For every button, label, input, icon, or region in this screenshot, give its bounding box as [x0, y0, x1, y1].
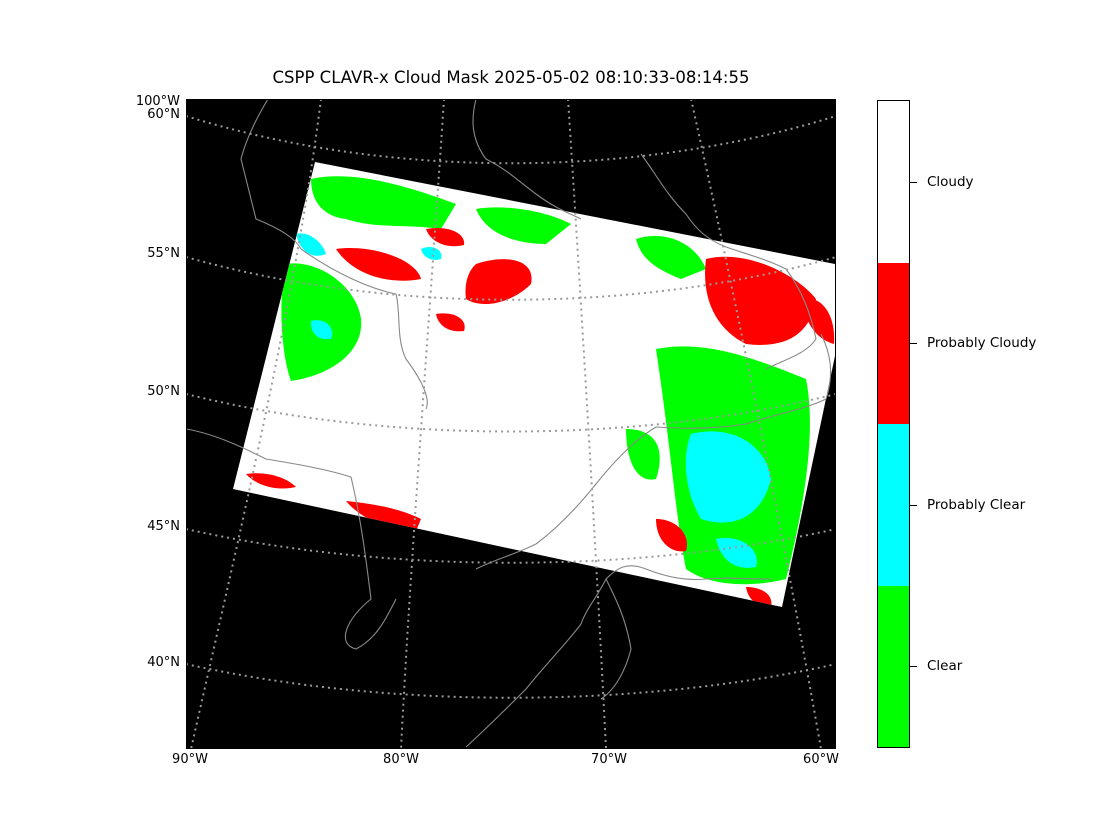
colorbar-tick — [910, 182, 917, 183]
lon-label-60w: 60°W — [803, 752, 839, 767]
lat-label-60: 60°N — [147, 107, 180, 122]
colorbar-segment-cloudy — [878, 101, 909, 263]
colorbar-label-probably-clear: Probably Clear — [927, 497, 1026, 513]
colorbar-label-clear: Clear — [927, 658, 963, 674]
probably-clear-region — [296, 233, 326, 256]
corner-lon-label: 100°W — [135, 94, 180, 109]
clear-region — [311, 176, 456, 229]
probably-cloudy-region — [436, 313, 465, 332]
colorbar-segment-clear — [878, 585, 909, 747]
graticule — [186, 99, 836, 749]
lat-label-50: 50°N — [147, 384, 180, 399]
probably-cloudy-region — [465, 259, 532, 304]
lat-label-45: 45°N — [147, 519, 180, 534]
lat-label-40: 40°N — [147, 655, 180, 670]
colorbar-legend — [877, 100, 910, 748]
probably-cloudy-region — [346, 501, 421, 531]
probably-clear-region — [716, 538, 757, 568]
cloud-mask-map — [186, 99, 836, 749]
colorbar-tick — [910, 666, 917, 667]
colorbar-tick — [910, 343, 917, 344]
colorbar-segment-probably-cloudy — [878, 262, 909, 424]
probably-clear-region — [685, 431, 771, 523]
clear-region — [626, 429, 660, 480]
probably-cloudy-region — [705, 256, 816, 345]
colorbar-label-cloudy: Cloudy — [927, 174, 974, 190]
lon-label-70w: 70°W — [591, 752, 627, 767]
probably-cloudy-region — [246, 473, 296, 489]
probably-clear-region — [421, 247, 442, 260]
lon-label-80w: 80°W — [383, 752, 419, 767]
colorbar-label-probably-cloudy: Probably Cloudy — [927, 335, 1037, 351]
probably-cloudy-region — [336, 248, 421, 281]
lon-label-90w: 90°W — [172, 752, 208, 767]
probably-cloudy-region — [746, 587, 772, 607]
clear-region — [476, 207, 571, 244]
probably-cloudy-region — [656, 519, 687, 552]
coastlines — [186, 99, 832, 748]
probably-cloudy-region — [801, 298, 835, 344]
colorbar-tick — [910, 505, 917, 506]
map-title: CSPP CLAVR-x Cloud Mask 2025-05-02 08:10… — [272, 68, 750, 87]
colorbar-segment-probably-clear — [878, 424, 909, 586]
probably-clear-region — [310, 320, 333, 340]
clear-region — [636, 235, 706, 279]
lat-label-55: 55°N — [147, 246, 180, 261]
